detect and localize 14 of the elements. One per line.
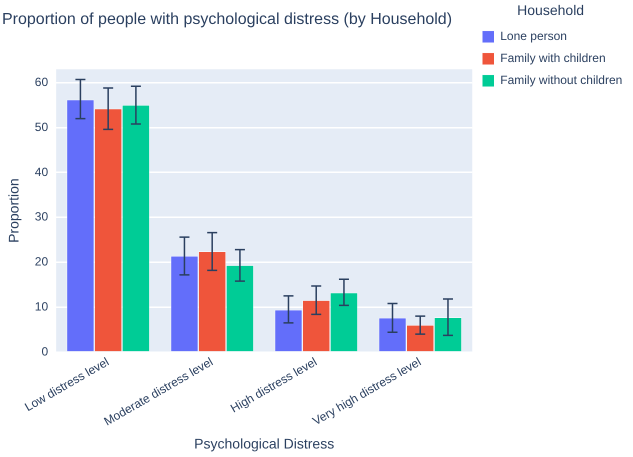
y-tick-label: 20 [34,254,48,269]
legend-label: Family with children [500,51,606,66]
y-tick-label: 30 [34,210,48,224]
y-tick-label: 40 [34,164,48,179]
y-tick-label: 60 [34,74,48,89]
y-tick-label: 10 [34,299,48,314]
legend-label: Family without children [500,73,622,88]
legend-title: Household [517,2,584,18]
y-tick-label: 50 [34,120,48,134]
y-tick-label: 0 [41,344,48,358]
y-axis-title: Proportion [5,178,22,243]
chart-title: Proportion of people with psychological distress (by Household) [2,11,452,28]
legend-label: Lone person [500,29,567,44]
x-axis-title: Psychological Distress [194,435,334,452]
